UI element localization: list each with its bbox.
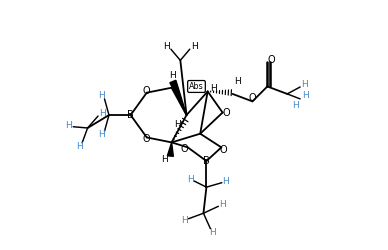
Text: H: H	[219, 200, 225, 209]
Text: H: H	[98, 91, 105, 100]
Text: O: O	[143, 134, 151, 144]
Text: O: O	[249, 94, 256, 104]
Text: Abs: Abs	[189, 82, 204, 91]
Text: B: B	[127, 110, 134, 120]
Text: O: O	[220, 145, 227, 155]
Text: H: H	[182, 216, 188, 225]
Polygon shape	[167, 142, 173, 156]
Text: H: H	[301, 80, 308, 89]
Text: H: H	[222, 177, 229, 186]
Text: H: H	[187, 175, 194, 184]
Text: H: H	[170, 71, 176, 80]
Text: H: H	[66, 122, 72, 130]
Text: O: O	[180, 144, 188, 154]
Text: H: H	[210, 228, 216, 237]
Text: H: H	[234, 78, 241, 86]
Text: B: B	[203, 156, 210, 166]
Text: H: H	[303, 91, 309, 100]
Text: O: O	[143, 86, 151, 96]
Text: H: H	[76, 142, 83, 151]
Text: H: H	[161, 155, 168, 164]
Text: H: H	[98, 130, 105, 139]
Text: H: H	[293, 100, 299, 110]
Text: H: H	[191, 42, 197, 51]
Text: H: H	[99, 108, 106, 118]
Text: H: H	[211, 84, 217, 93]
Text: O: O	[267, 55, 275, 65]
Text: O: O	[222, 108, 230, 118]
Text: H: H	[174, 120, 180, 129]
Polygon shape	[170, 80, 187, 115]
Text: H: H	[163, 42, 170, 51]
